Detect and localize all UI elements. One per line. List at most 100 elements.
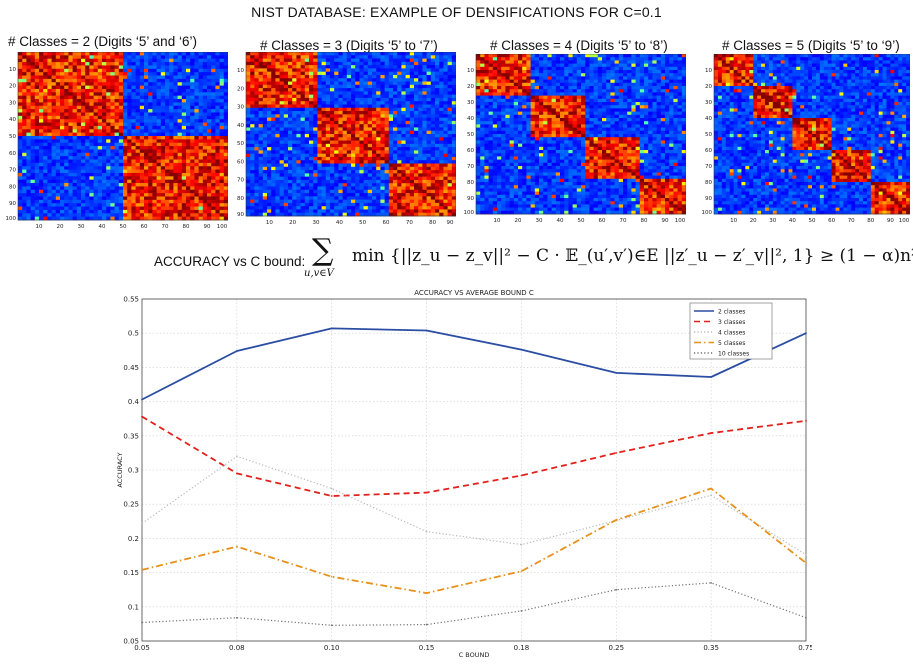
data-point	[425, 530, 428, 533]
heatmap-y-tick: 50	[237, 141, 244, 147]
accuracy-line-chart: 0.05 0.1 0.15 0.2 0.25 0.3 0.35 0.4 0.45 0.5 0.55 0…	[112, 285, 814, 662]
y-tick-label: 0.05	[123, 638, 139, 646]
heatmap-5-classes: 10 20 30 40 50 60 70 80 90 100 10 20 30 40 50 60 70 80 90 1…	[700, 54, 910, 226]
data-point	[805, 616, 807, 619]
data-point	[805, 553, 807, 556]
heatmap-x-tick: 60	[141, 224, 148, 230]
heatmap-y-tick: 100	[702, 210, 713, 216]
formula-sum-symbol: ∑	[312, 233, 334, 268]
heatmap-x-tick: 20	[750, 218, 757, 224]
legend-label: 4 classes	[718, 330, 745, 337]
series-line-3-classes	[141, 415, 807, 497]
data-point	[710, 432, 713, 434]
heatmap-x-tick: 80	[867, 218, 874, 224]
heatmap-x-tick: 50	[120, 224, 127, 230]
data-point	[520, 570, 523, 573]
heatmap-y-tick: 50	[9, 134, 16, 140]
heatmap-x-tick: 90	[662, 218, 669, 224]
heatmap-svg: 10 20 30 40 50 60 70 80 90 100 10 20 30 40 50 60 70 80 90 1…	[6, 52, 228, 230]
x-tick-label: 0.75	[798, 644, 812, 652]
data-point	[805, 419, 807, 422]
heatmap-x-tick: 80	[429, 220, 436, 226]
heatmap-x-tick: 20	[289, 220, 296, 226]
data-point	[710, 376, 713, 378]
heatmap-x-tick: 30	[769, 218, 776, 224]
data-point	[710, 494, 713, 497]
series-line-2-classes	[141, 327, 807, 401]
data-point	[330, 327, 333, 330]
x-tick-label: 0.10	[324, 644, 340, 652]
page-title: NIST DATABASE: EXAMPLE OF DENSIFICATIONS…	[251, 4, 662, 20]
heatmap-x-tick: 40	[789, 218, 796, 224]
heatmap-x-tick: 20	[57, 224, 64, 230]
line-chart-svg: 0.05 0.1 0.15 0.2 0.25 0.3 0.35 0.4 0.45 0.5 0.55 0…	[116, 289, 814, 659]
legend-label: 3 classes	[718, 319, 745, 326]
heatmap-y-tick: 60	[467, 148, 474, 154]
heatmap-y-tick: 60	[237, 159, 244, 165]
heatmap-x-tick: 30	[78, 224, 85, 230]
data-point	[425, 623, 428, 626]
heatmap-x-tick: 90	[887, 218, 894, 224]
heatmap-y-tick: 80	[9, 184, 16, 190]
heatmap-y-tick: 40	[705, 116, 712, 122]
x-axis-label: C BOUND	[459, 651, 490, 657]
accuracy-vs-c-label: ACCURACY vs C bound:	[154, 254, 306, 269]
data-point	[235, 350, 238, 352]
heatmap-y-tick: 90	[705, 196, 712, 202]
legend-box	[689, 302, 773, 360]
data-point	[235, 455, 238, 458]
y-tick-label: 0.2	[128, 535, 139, 543]
heatmap-x-tick: 70	[848, 218, 855, 224]
heatmap-y-tick: 50	[467, 132, 474, 138]
y-tick-label: 0.25	[123, 501, 139, 509]
series-line-4-classes	[141, 455, 807, 556]
heatmap-y-tick: 10	[237, 68, 244, 74]
y-tick-label: 0.4	[128, 398, 140, 406]
data-point	[141, 398, 143, 401]
heatmap-y-tick: 40	[467, 116, 474, 122]
heatmap-x-tick: 100	[675, 218, 686, 224]
data-point	[615, 519, 618, 521]
y-tick-label: 0.35	[123, 432, 139, 440]
y-axis-label: ACCURACY	[116, 452, 124, 487]
data-point	[520, 474, 523, 477]
heatmap-y-tick: 20	[237, 86, 244, 92]
heatmap-x-tick: 10	[730, 218, 737, 224]
heatmap-x-tick: 80	[641, 218, 648, 224]
heatmap-3-classes: 10 20 30 40 50 60 70 80 90 10 20 30 40 50 60 70 80 90	[232, 52, 456, 228]
heatmap-y-tick: 70	[705, 164, 712, 170]
data-point	[330, 624, 333, 627]
x-tick-label: 0.05	[134, 644, 150, 652]
y-tick-label: 0.15	[123, 569, 139, 577]
heatmap-y-tick: 60	[705, 148, 712, 154]
data-point	[425, 592, 428, 595]
heatmap-x-tick: 40	[99, 224, 106, 230]
heatmap-x-tick: 100	[217, 224, 228, 230]
plot-frame	[141, 298, 807, 642]
heatmap-y-tick: 40	[9, 117, 16, 123]
heatmap-x-tick: 30	[313, 220, 320, 226]
heatmap-y-tick: 30	[237, 105, 244, 111]
legend-label: 2 classes	[718, 309, 745, 316]
y-tick-label: 0.55	[123, 296, 139, 304]
data-point	[330, 495, 333, 497]
heatmap-x-tick: 10	[266, 220, 273, 226]
heatmap-x-tick: 50	[809, 218, 816, 224]
chart-title: ACCURACY VS AVERAGE BOUND C	[414, 289, 534, 297]
data-point	[805, 332, 807, 335]
heatmap-x-tick: 50	[578, 218, 585, 224]
data-point	[141, 522, 143, 525]
x-tick-label: 0.08	[229, 644, 245, 652]
heatmap-y-tick: 20	[705, 84, 712, 90]
x-tick-label: 0.15	[419, 644, 435, 652]
heatmap-y-tick: 80	[705, 180, 712, 186]
heatmap-x-tick: 70	[162, 224, 169, 230]
data-point	[520, 348, 523, 351]
data-point	[710, 487, 713, 490]
heatmap-y-tick: 10	[705, 68, 712, 74]
data-point	[615, 588, 618, 591]
data-point	[141, 621, 143, 624]
formula-sum-subscript: u,v∈V	[304, 268, 334, 279]
heatmap-svg: 10 20 30 40 50 60 70 80 90 10 20 30 40 50 60 70 80 90	[237, 52, 456, 226]
y-tick-label: 0.45	[123, 364, 139, 372]
